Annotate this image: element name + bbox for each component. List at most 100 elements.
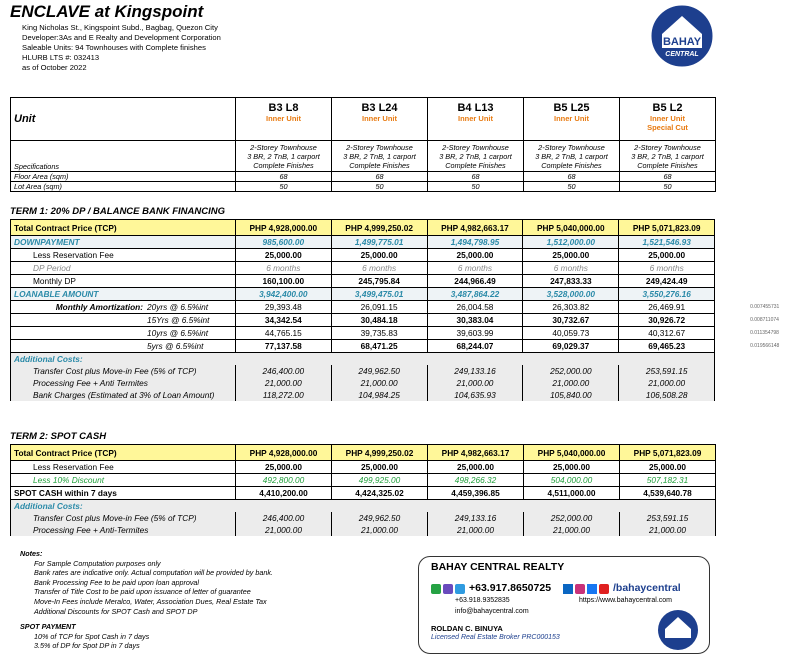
cell: 69,465.23 bbox=[618, 339, 716, 353]
spot-title: SPOT PAYMENT bbox=[20, 622, 76, 632]
cell: 26,004.58 bbox=[426, 300, 524, 314]
cell: 69,029.37 bbox=[522, 339, 620, 353]
row-label: Transfer Cost plus Move-in Fee (5% of TC… bbox=[10, 512, 236, 524]
row: Transfer Cost plus Move-in Fee (5% of TC… bbox=[10, 365, 800, 377]
social-handle: /bahaycentral bbox=[613, 582, 681, 594]
cell: 30,383.04 bbox=[426, 313, 524, 327]
spec-line: 3 BR, 2 TnB, 1 carport bbox=[439, 151, 512, 161]
project-details: King Nicholas St., Kingspoint Subd., Bag… bbox=[22, 23, 221, 73]
cell: 253,591.15 bbox=[619, 512, 716, 524]
cell: PHP 4,982,663.17 bbox=[426, 219, 524, 236]
cell: 21,000.00 bbox=[427, 524, 524, 536]
unit-type: Inner Unit bbox=[362, 114, 397, 123]
detail-line: HLURB LTS #: 032413 bbox=[22, 53, 100, 62]
cell: 50 bbox=[235, 181, 332, 192]
row: Monthly DP 160,100.00 245,795.84 244,966.49… bbox=[10, 274, 800, 288]
additional-header: Additional Costs: bbox=[10, 499, 716, 512]
cell: 252,000.00 bbox=[523, 512, 620, 524]
factor: 0.019566148 bbox=[714, 339, 800, 353]
cell: 507,182.31 bbox=[619, 473, 716, 487]
cell: 249,962.50 bbox=[331, 512, 428, 524]
cell: 3,942,400.00 bbox=[234, 287, 332, 301]
cell: 21,000.00 bbox=[235, 524, 332, 536]
cell: 26,303.82 bbox=[522, 300, 620, 314]
cell: 39,735.83 bbox=[330, 326, 428, 340]
row: Processing Fee + Anti-Termites 21,000.00 2… bbox=[10, 524, 716, 536]
spec-label: Specifications bbox=[10, 140, 236, 172]
row-label: Less Reservation Fee bbox=[10, 460, 236, 474]
cell: 504,000.00 bbox=[523, 473, 620, 487]
cell: 25,000.00 bbox=[426, 248, 524, 262]
cell: PHP 5,071,823.09 bbox=[618, 219, 716, 236]
cell: 21,000.00 bbox=[522, 377, 620, 389]
row-label: Bank Charges (Estimated at 3% of Loan Am… bbox=[10, 389, 236, 401]
cell: 106,508.28 bbox=[618, 389, 716, 401]
row-label: SPOT CASH within 7 days bbox=[10, 486, 236, 500]
phone: +63.917.8650725 bbox=[469, 582, 552, 594]
spec-line: 2-Storey Townhouse bbox=[346, 142, 413, 152]
spacer bbox=[714, 389, 800, 401]
cell: 25,000.00 bbox=[427, 460, 524, 474]
card-logo bbox=[658, 610, 698, 650]
cell: 50 bbox=[523, 181, 620, 192]
term: 20yrs @ 6.5%int bbox=[147, 302, 208, 312]
spot-item: 3.5% of DP for Spot DP in 7 days bbox=[34, 641, 140, 651]
cell: 1,499,775.01 bbox=[330, 235, 428, 249]
cell: 34,342.54 bbox=[234, 313, 332, 327]
area-row: Lot Area (sqm) 50 50 50 50 50 bbox=[10, 181, 716, 192]
row-label: 15Yrs @ 6.5%int bbox=[10, 313, 236, 327]
section-title: TERM 1: 20% DP / BALANCE BANK FINANCING bbox=[10, 206, 225, 217]
cell: 244,966.49 bbox=[426, 274, 524, 288]
cell: 29,393.48 bbox=[234, 300, 332, 314]
amortization-row: 5yrs @ 6.5%int 77,137.58 68,471.25 68,244.0… bbox=[10, 339, 800, 353]
cell: 499,925.00 bbox=[331, 473, 428, 487]
cell: PHP 4,999,250.02 bbox=[330, 219, 428, 236]
spec: 2-Storey Townhouse 3 BR, 2 TnB, 1 carport… bbox=[427, 140, 524, 172]
spec-line: 3 BR, 2 TnB, 1 carport bbox=[247, 151, 320, 161]
spec-line: Complete Finishes bbox=[253, 160, 314, 170]
logo: BAHAY CENTRAL bbox=[650, 4, 714, 68]
row-label: DOWNPAYMENT bbox=[10, 235, 236, 249]
spacer bbox=[714, 235, 800, 249]
cell: 4,511,000.00 bbox=[523, 486, 620, 500]
row-label: Floor Area (sqm) bbox=[10, 171, 236, 182]
cell: 249,962.50 bbox=[330, 365, 428, 377]
cell: 1,521,546.93 bbox=[618, 235, 716, 249]
cell: 21,000.00 bbox=[234, 377, 332, 389]
broker-name: ROLDAN C. BINUYA bbox=[431, 624, 503, 633]
spec-line: 3 BR, 2 TnB, 1 carport bbox=[535, 151, 608, 161]
row: Total Contract Price (TCP) PHP 4,928,000.… bbox=[10, 219, 800, 236]
additional-header: Additional Costs: bbox=[9, 352, 800, 365]
row-label: Total Contract Price (TCP) bbox=[10, 444, 236, 461]
row-label: Lot Area (sqm) bbox=[10, 181, 236, 192]
spec-line: 3 BR, 2 TnB, 1 carport bbox=[343, 151, 416, 161]
cell: 253,591.15 bbox=[618, 365, 716, 377]
note: Bank Processing Fee to be paid upon loan… bbox=[34, 577, 200, 587]
cell: PHP 4,982,663.17 bbox=[427, 444, 524, 461]
spacer bbox=[714, 261, 800, 275]
unit-code: B5 L25 bbox=[553, 102, 590, 114]
spacer bbox=[714, 352, 800, 365]
logo-text: BAHAY bbox=[663, 36, 702, 48]
factor: 0.008711074 bbox=[714, 313, 800, 327]
term: 5yrs @ 6.5%int bbox=[147, 341, 204, 351]
spec: 2-Storey Townhouse 3 BR, 2 TnB, 1 carport… bbox=[235, 140, 332, 172]
unit-name: B5 L25 Inner Unit bbox=[523, 97, 620, 141]
cell: PHP 5,040,000.00 bbox=[523, 444, 620, 461]
contact-card: BAHAY CENTRAL REALTY +63.917.8650725 /ba… bbox=[418, 556, 710, 654]
unit-type: Inner Unit bbox=[266, 114, 301, 123]
spec-line: 2-Storey Townhouse bbox=[442, 142, 509, 152]
cell: 25,000.00 bbox=[619, 460, 716, 474]
cell: 247,833.33 bbox=[522, 274, 620, 288]
term1-table: Total Contract Price (TCP) PHP 4,928,000.… bbox=[9, 219, 800, 401]
spec-line: 3 BR, 2 TnB, 1 carport bbox=[631, 151, 704, 161]
cell: 30,732.67 bbox=[522, 313, 620, 327]
row: Transfer Cost plus Move-in Fee (5% of TC… bbox=[10, 512, 716, 524]
unit-type: Inner Unit bbox=[650, 114, 685, 123]
cell: 4,424,325.02 bbox=[331, 486, 428, 500]
unit-name: B4 L13 Inner Unit bbox=[427, 97, 524, 141]
row: Processing Fee + Anti Termites 21,000.00 2… bbox=[10, 377, 800, 389]
cell: 21,000.00 bbox=[619, 524, 716, 536]
cell: 50 bbox=[427, 181, 524, 192]
